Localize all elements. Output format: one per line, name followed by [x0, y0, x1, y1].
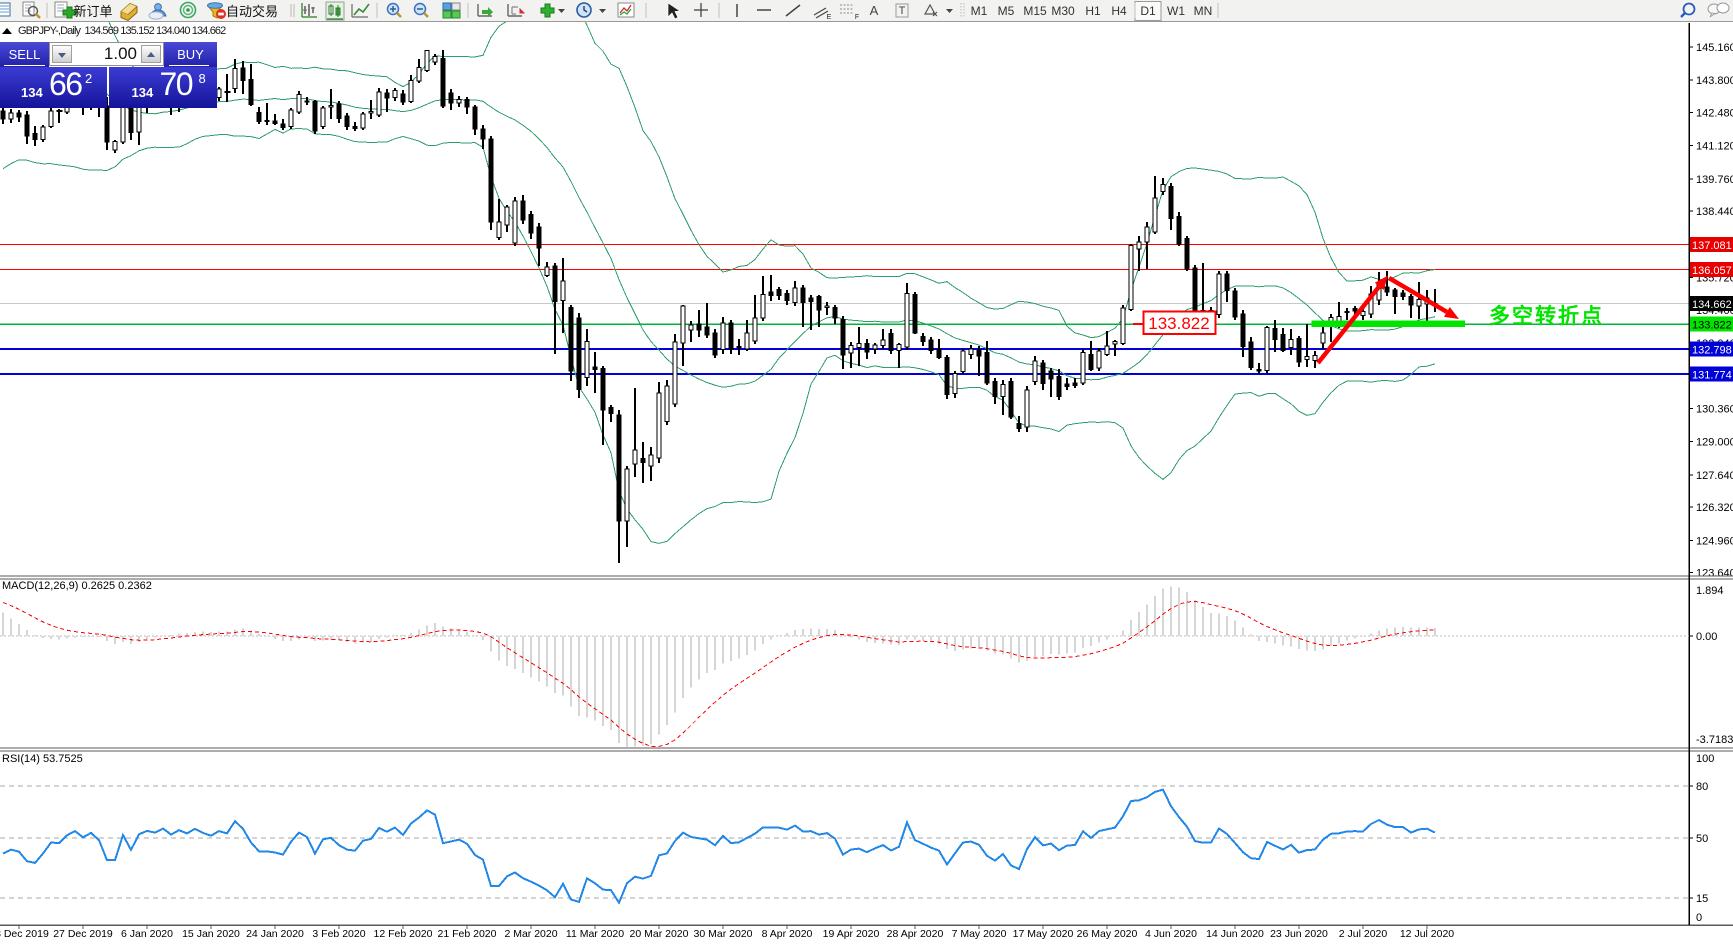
- svg-text:137.081: 137.081: [1692, 240, 1732, 252]
- svg-text:自动交易: 自动交易: [226, 4, 278, 19]
- svg-text:19 Apr 2020: 19 Apr 2020: [823, 928, 880, 940]
- svg-text:2 Mar 2020: 2 Mar 2020: [504, 928, 557, 940]
- svg-text:A: A: [870, 3, 879, 18]
- svg-text:M1: M1: [971, 4, 988, 18]
- svg-text:142.480: 142.480: [1696, 108, 1733, 120]
- svg-text:18 Dec 2019: 18 Dec 2019: [0, 928, 49, 940]
- svg-text:28 Apr 2020: 28 Apr 2020: [887, 928, 944, 940]
- svg-text:100: 100: [1696, 753, 1714, 765]
- svg-text:W1: W1: [1167, 4, 1185, 18]
- svg-text:15: 15: [1696, 893, 1708, 905]
- svg-text:-3.7183: -3.7183: [1696, 734, 1733, 746]
- svg-text:136.057: 136.057: [1692, 265, 1732, 277]
- svg-text:21 Feb 2020: 21 Feb 2020: [438, 928, 497, 940]
- svg-text:M15: M15: [1023, 4, 1047, 18]
- svg-text:14 Jun 2020: 14 Jun 2020: [1206, 928, 1264, 940]
- svg-text:11 Mar 2020: 11 Mar 2020: [566, 928, 624, 940]
- svg-text:132.798: 132.798: [1692, 344, 1732, 356]
- svg-text:24 Jan 2020: 24 Jan 2020: [246, 928, 304, 940]
- svg-text:134.662: 134.662: [1692, 299, 1732, 311]
- svg-text:130.360: 130.360: [1696, 404, 1733, 416]
- svg-text:H4: H4: [1111, 4, 1127, 18]
- svg-text:80: 80: [1696, 781, 1708, 793]
- svg-text:127.640: 127.640: [1696, 470, 1733, 482]
- svg-text:D1: D1: [1140, 4, 1156, 18]
- svg-text:T: T: [899, 5, 906, 17]
- svg-text:27 Dec 2019: 27 Dec 2019: [53, 928, 113, 940]
- svg-text:141.120: 141.120: [1696, 141, 1733, 153]
- svg-text:129.000: 129.000: [1696, 437, 1733, 449]
- svg-text:M5: M5: [998, 4, 1015, 18]
- svg-text:23 Jun 2020: 23 Jun 2020: [1270, 928, 1328, 940]
- svg-text:12 Jul 2020: 12 Jul 2020: [1400, 928, 1454, 940]
- svg-text:0: 0: [1696, 912, 1702, 924]
- svg-text:E: E: [827, 14, 832, 21]
- svg-text:0.00: 0.00: [1696, 631, 1717, 643]
- svg-text:多空转折点: 多空转折点: [1489, 304, 1604, 328]
- svg-text:123.640: 123.640: [1696, 568, 1733, 580]
- svg-text:26 May 2020: 26 May 2020: [1077, 928, 1138, 940]
- svg-text:6 Jan 2020: 6 Jan 2020: [121, 928, 173, 940]
- svg-text:7 May 2020: 7 May 2020: [952, 928, 1007, 940]
- svg-text:133.822: 133.822: [1148, 314, 1209, 333]
- svg-text:新订单: 新订单: [73, 4, 112, 19]
- svg-text:8 Apr 2020: 8 Apr 2020: [762, 928, 813, 940]
- svg-text:2 Jul 2020: 2 Jul 2020: [1339, 928, 1388, 940]
- svg-text:143.800: 143.800: [1696, 75, 1733, 87]
- svg-text:H1: H1: [1085, 4, 1101, 18]
- svg-text:3 Feb 2020: 3 Feb 2020: [312, 928, 365, 940]
- svg-text:124.960: 124.960: [1696, 536, 1733, 548]
- svg-text:4 Jun 2020: 4 Jun 2020: [1145, 928, 1197, 940]
- svg-text:145.160: 145.160: [1696, 42, 1733, 54]
- svg-text:F: F: [855, 14, 859, 21]
- svg-text:RSI(14) 53.7525: RSI(14) 53.7525: [2, 753, 83, 765]
- svg-text:30 Mar 2020: 30 Mar 2020: [694, 928, 753, 940]
- svg-text:1.894: 1.894: [1696, 585, 1724, 597]
- svg-text:MACD(12,26,9) 0.2625 0.2362: MACD(12,26,9) 0.2625 0.2362: [2, 580, 152, 592]
- svg-text:50: 50: [1696, 833, 1708, 845]
- svg-text:138.440: 138.440: [1696, 206, 1733, 218]
- svg-text:M30: M30: [1051, 4, 1075, 18]
- svg-text:139.760: 139.760: [1696, 174, 1733, 186]
- svg-text:133.822: 133.822: [1692, 319, 1732, 331]
- svg-text:20 Mar 2020: 20 Mar 2020: [630, 928, 689, 940]
- svg-text:15 Jan 2020: 15 Jan 2020: [182, 928, 240, 940]
- svg-text:MN: MN: [1194, 4, 1213, 18]
- svg-text:131.774: 131.774: [1692, 369, 1732, 381]
- svg-text:17 May 2020: 17 May 2020: [1013, 928, 1074, 940]
- svg-text:126.320: 126.320: [1696, 502, 1733, 514]
- svg-text:12 Feb 2020: 12 Feb 2020: [374, 928, 433, 940]
